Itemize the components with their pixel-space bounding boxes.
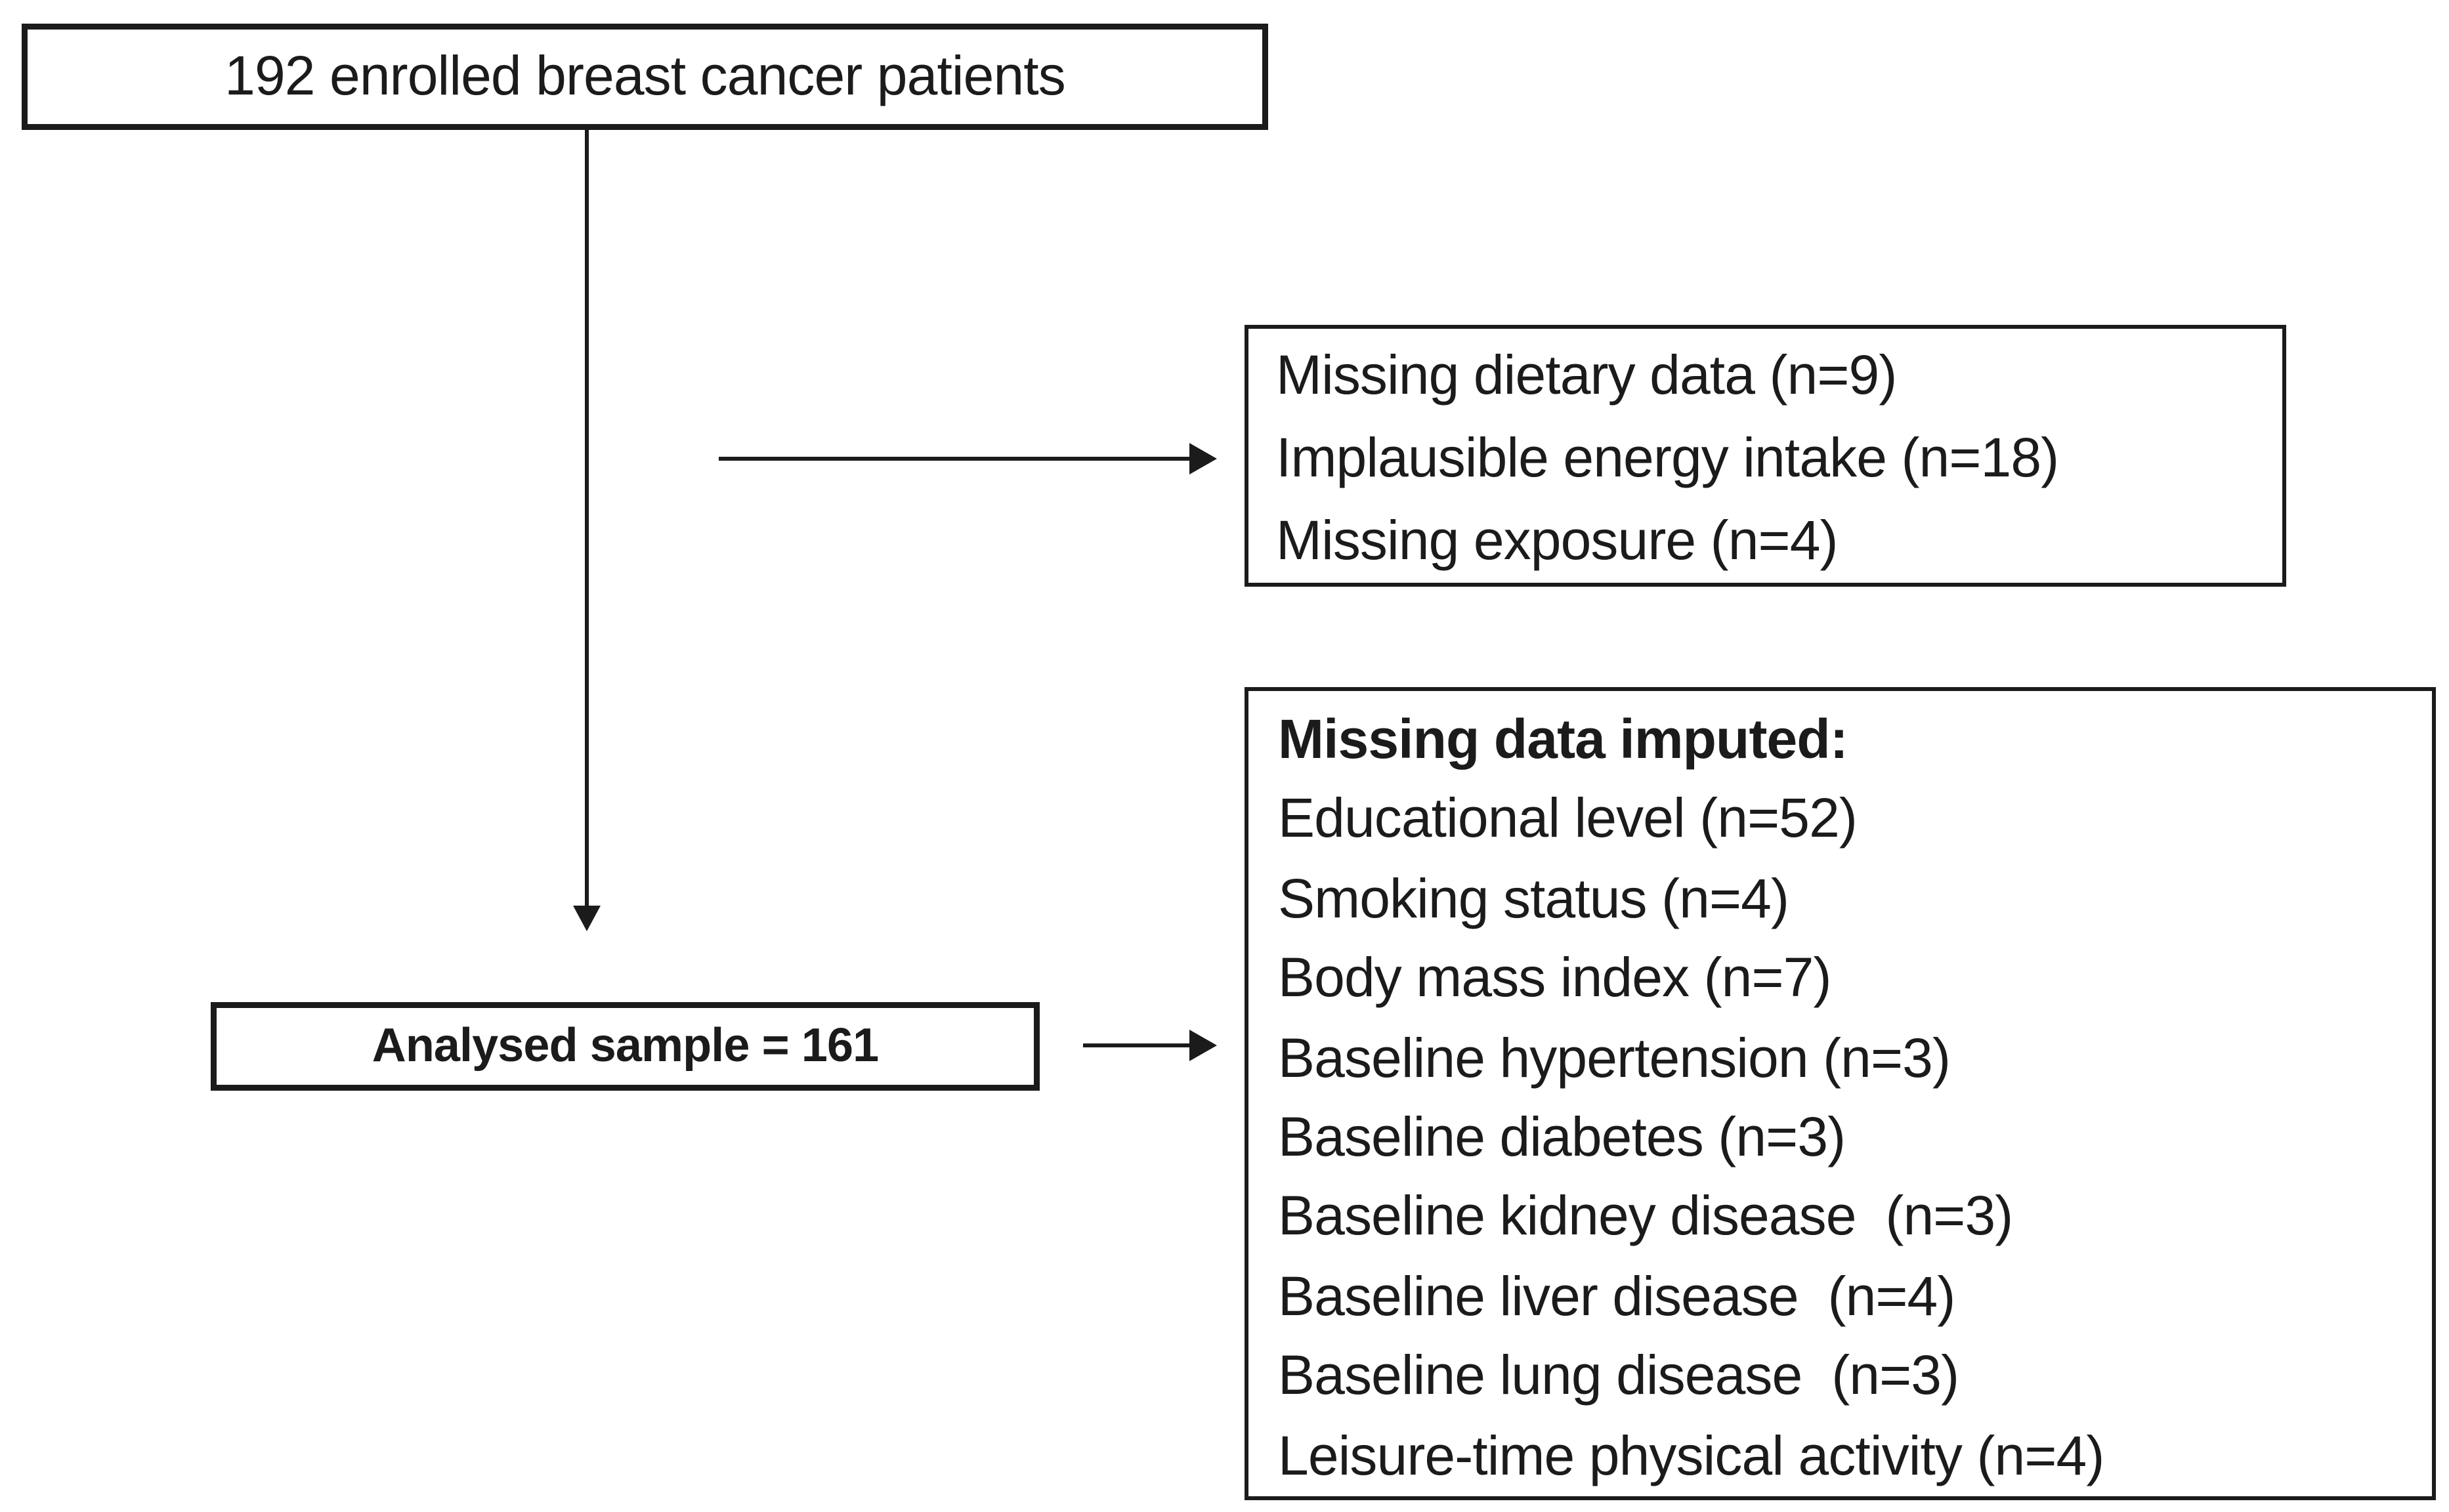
imputed-item: Baseline hypertension (n=3) xyxy=(1278,1026,1951,1088)
imputed-box: Missing data imputed: Educational level … xyxy=(1245,687,2436,1500)
imputed-box-heading: Missing data imputed: xyxy=(1278,709,1848,770)
arrowhead-right-icon xyxy=(1189,1030,1217,1061)
arrowhead-down-icon xyxy=(573,906,601,931)
arrowhead-right-icon xyxy=(1189,443,1217,474)
imputed-item: Baseline liver disease (n=4) xyxy=(1278,1265,1955,1327)
analysed-box: Analysed sample = 161 xyxy=(211,1002,1040,1091)
imputed-item: Leisure-time physical activity (n=4) xyxy=(1278,1424,2104,1486)
exclusion-item: Missing dietary data (n=9) xyxy=(1276,345,1897,406)
imputed-item: Baseline kidney disease (n=3) xyxy=(1278,1186,2013,1248)
imputed-item: Body mass index (n=7) xyxy=(1278,947,1831,1009)
imputed-item: Baseline lung disease (n=3) xyxy=(1278,1345,1959,1406)
exclusions-box: Missing dietary data (n=9) Implausible e… xyxy=(1245,325,2286,587)
down-arrow-line xyxy=(585,130,589,906)
exclusion-item: Implausible energy intake (n=18) xyxy=(1276,427,2059,488)
exclusion-item: Missing exposure (n=4) xyxy=(1276,510,1839,571)
exclusions-arrow-line xyxy=(719,457,1189,461)
imputed-item: Smoking status (n=4) xyxy=(1278,868,1789,929)
enrolled-box: 192 enrolled breast cancer patients xyxy=(22,24,1268,130)
analysed-box-label: Analysed sample = 161 xyxy=(372,1018,879,1072)
enrolled-box-label: 192 enrolled breast cancer patients xyxy=(224,45,1066,106)
imputed-arrow-line xyxy=(1083,1043,1189,1047)
imputed-item: Baseline diabetes (n=3) xyxy=(1278,1106,1846,1168)
imputed-item: Educational level (n=52) xyxy=(1278,788,1858,850)
